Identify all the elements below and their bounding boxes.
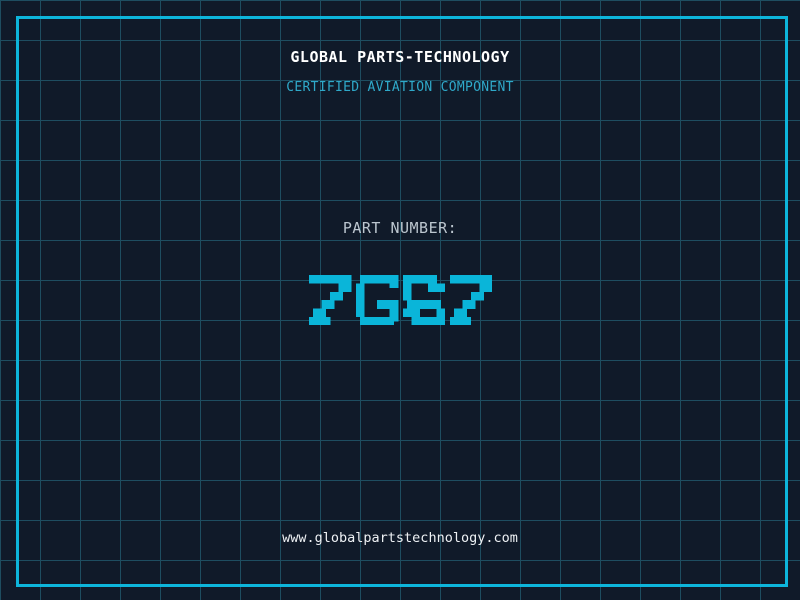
part-number-pixel-glyphs [308,275,492,326]
company-name: GLOBAL PARTS-TECHNOLOGY [290,48,510,66]
part-number-value [0,275,800,326]
part-number-label: PART NUMBER: [342,219,458,237]
website-url: www.globalpartstechnology.com [282,530,518,546]
certification-subtitle: CERTIFIED AVIATION COMPONENT [286,80,514,95]
